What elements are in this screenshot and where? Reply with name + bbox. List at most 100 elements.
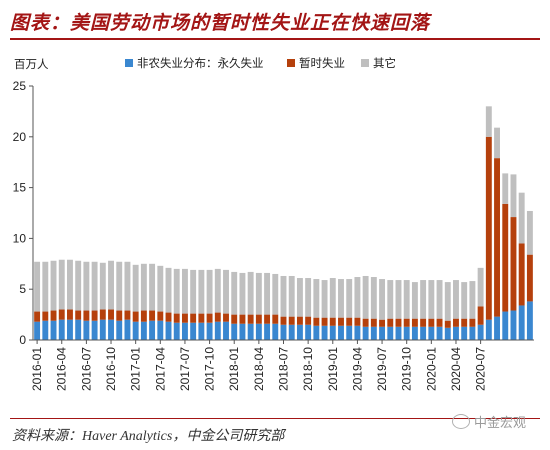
bar-segment-2-14 [140,310,147,322]
bar-segment-1-52 [453,326,459,340]
bar-segment-2-50 [436,318,443,327]
bar-segment-1-2 [42,320,49,340]
bar-segment-2-40 [354,317,361,326]
bar-segment-2-39 [346,317,353,326]
bar-segment-3-57 [494,127,500,159]
bar-segment-3-24 [223,269,229,314]
bar-segment-1-41 [362,326,369,340]
bar-segment-2-36 [321,317,328,326]
bar-segment-2-42 [370,318,377,327]
bar-segment-3-45 [395,280,402,319]
bar-segment-1-3 [50,320,57,340]
bar-segment-3-53 [461,282,468,319]
bar-segment-1-12 [124,319,131,340]
bar-segment-2-25 [231,314,238,324]
bar-segment-3-40 [354,277,361,318]
bar-segment-3-38 [338,279,344,318]
bar-segment-1-36 [321,325,328,340]
bar-segment-1-45 [395,326,402,340]
y-tick-label-2: 5 [19,282,26,296]
bar-segment-1-9 [99,319,106,340]
bar-segment-2-27 [247,314,254,324]
bar-segment-3-36 [321,280,328,318]
bar-segment-1-60 [518,305,525,340]
bar-segment-3-13 [132,264,139,312]
bar-segment-1-6 [75,319,82,340]
bar-segment-1-54 [469,326,476,340]
bar-segment-3-49 [428,280,435,319]
bar-segment-2-3 [50,310,57,321]
bar-segment-1-16 [157,320,164,340]
x-tick-label-4: 2016-10 [104,347,118,391]
legend-swatch-2 [287,59,295,67]
bar-segment-1-22 [206,322,213,340]
bar-segment-3-10 [108,260,114,310]
bar-segment-1-56 [485,319,492,340]
bar-segment-3-17 [165,267,172,313]
bar-segment-1-8 [91,320,98,340]
bar-segment-3-47 [411,282,418,319]
bar-segment-1-26 [239,323,246,340]
bar-segment-2-23 [214,312,221,322]
bar-segment-2-20 [190,313,197,323]
stacked-bar-chart: 百万人 非农失业分布：永久失业 暂时失业 其它 0 5 10 15 20 25 2016-01 2… [13,56,534,391]
bar-segment-1-17 [165,321,172,340]
bar-segment-2-24 [223,313,229,322]
bar-segment-3-55 [477,267,484,307]
bar-segment-3-18 [173,268,180,314]
bar-segment-2-43 [379,319,386,327]
bar-segment-3-51 [444,282,451,321]
bar-segment-2-13 [132,311,139,322]
bar-segment-2-37 [329,317,336,326]
bar-segment-3-14 [140,263,147,311]
bar-segment-1-14 [140,321,147,340]
bar-segment-3-43 [379,279,386,320]
bar-segment-3-58 [502,173,509,204]
bar-segment-2-41 [362,318,369,327]
axes-group: 0 5 10 15 20 25 2016-01 2016-04 2016-07 2016-10 20… [13,79,534,391]
bar-segment-3-42 [370,277,377,319]
bar-segment-1-39 [346,325,353,340]
bar-segment-2-17 [165,312,172,322]
bar-segment-2-38 [338,317,344,326]
bar-segment-2-19 [181,313,188,323]
bar-segment-3-50 [436,280,443,319]
bar-segment-2-52 [453,318,459,327]
x-tick-label-1: 2016-01 [30,347,44,391]
x-tick-label-15: 2019-07 [375,347,389,391]
legend-label-1: 非农失业分布：永久失业 [137,56,264,70]
bar-segment-2-26 [239,314,246,324]
y-tick-label-5: 20 [13,130,27,144]
watermark: 中金宏观 [452,412,526,431]
x-tick-label-19: 2020-07 [474,347,488,391]
bar-segment-3-54 [469,281,476,319]
bar-segment-3-8 [91,261,98,311]
bar-segment-1-27 [247,323,254,340]
bar-segment-1-37 [329,325,336,340]
bar-segment-2-51 [444,320,451,328]
bar-segment-1-24 [223,321,229,340]
bar-segment-2-12 [124,310,131,320]
bar-segment-3-37 [329,278,336,318]
bar-segment-3-20 [190,269,197,314]
bar-segment-1-20 [190,322,197,340]
bar-segment-3-19 [181,268,188,314]
bar-segment-3-41 [362,275,369,319]
bar-segment-1-32 [288,324,295,340]
bar-segment-2-16 [157,311,164,321]
bar-segment-1-11 [116,320,123,340]
bar-segment-3-9 [99,262,106,310]
bar-segment-3-60 [518,192,525,244]
bar-segment-1-40 [354,325,361,340]
bar-segment-3-25 [231,271,238,315]
bar-segment-3-44 [387,280,394,319]
bar-segment-2-58 [502,203,509,312]
bar-segment-2-6 [75,310,82,320]
bar-segment-1-13 [132,321,139,340]
bar-segment-3-33 [296,278,303,317]
bar-segment-1-33 [296,324,303,340]
bar-segment-1-50 [436,326,443,340]
bar-segment-1-15 [149,320,156,340]
bar-segment-1-7 [83,320,90,340]
bar-segment-3-56 [485,106,492,137]
